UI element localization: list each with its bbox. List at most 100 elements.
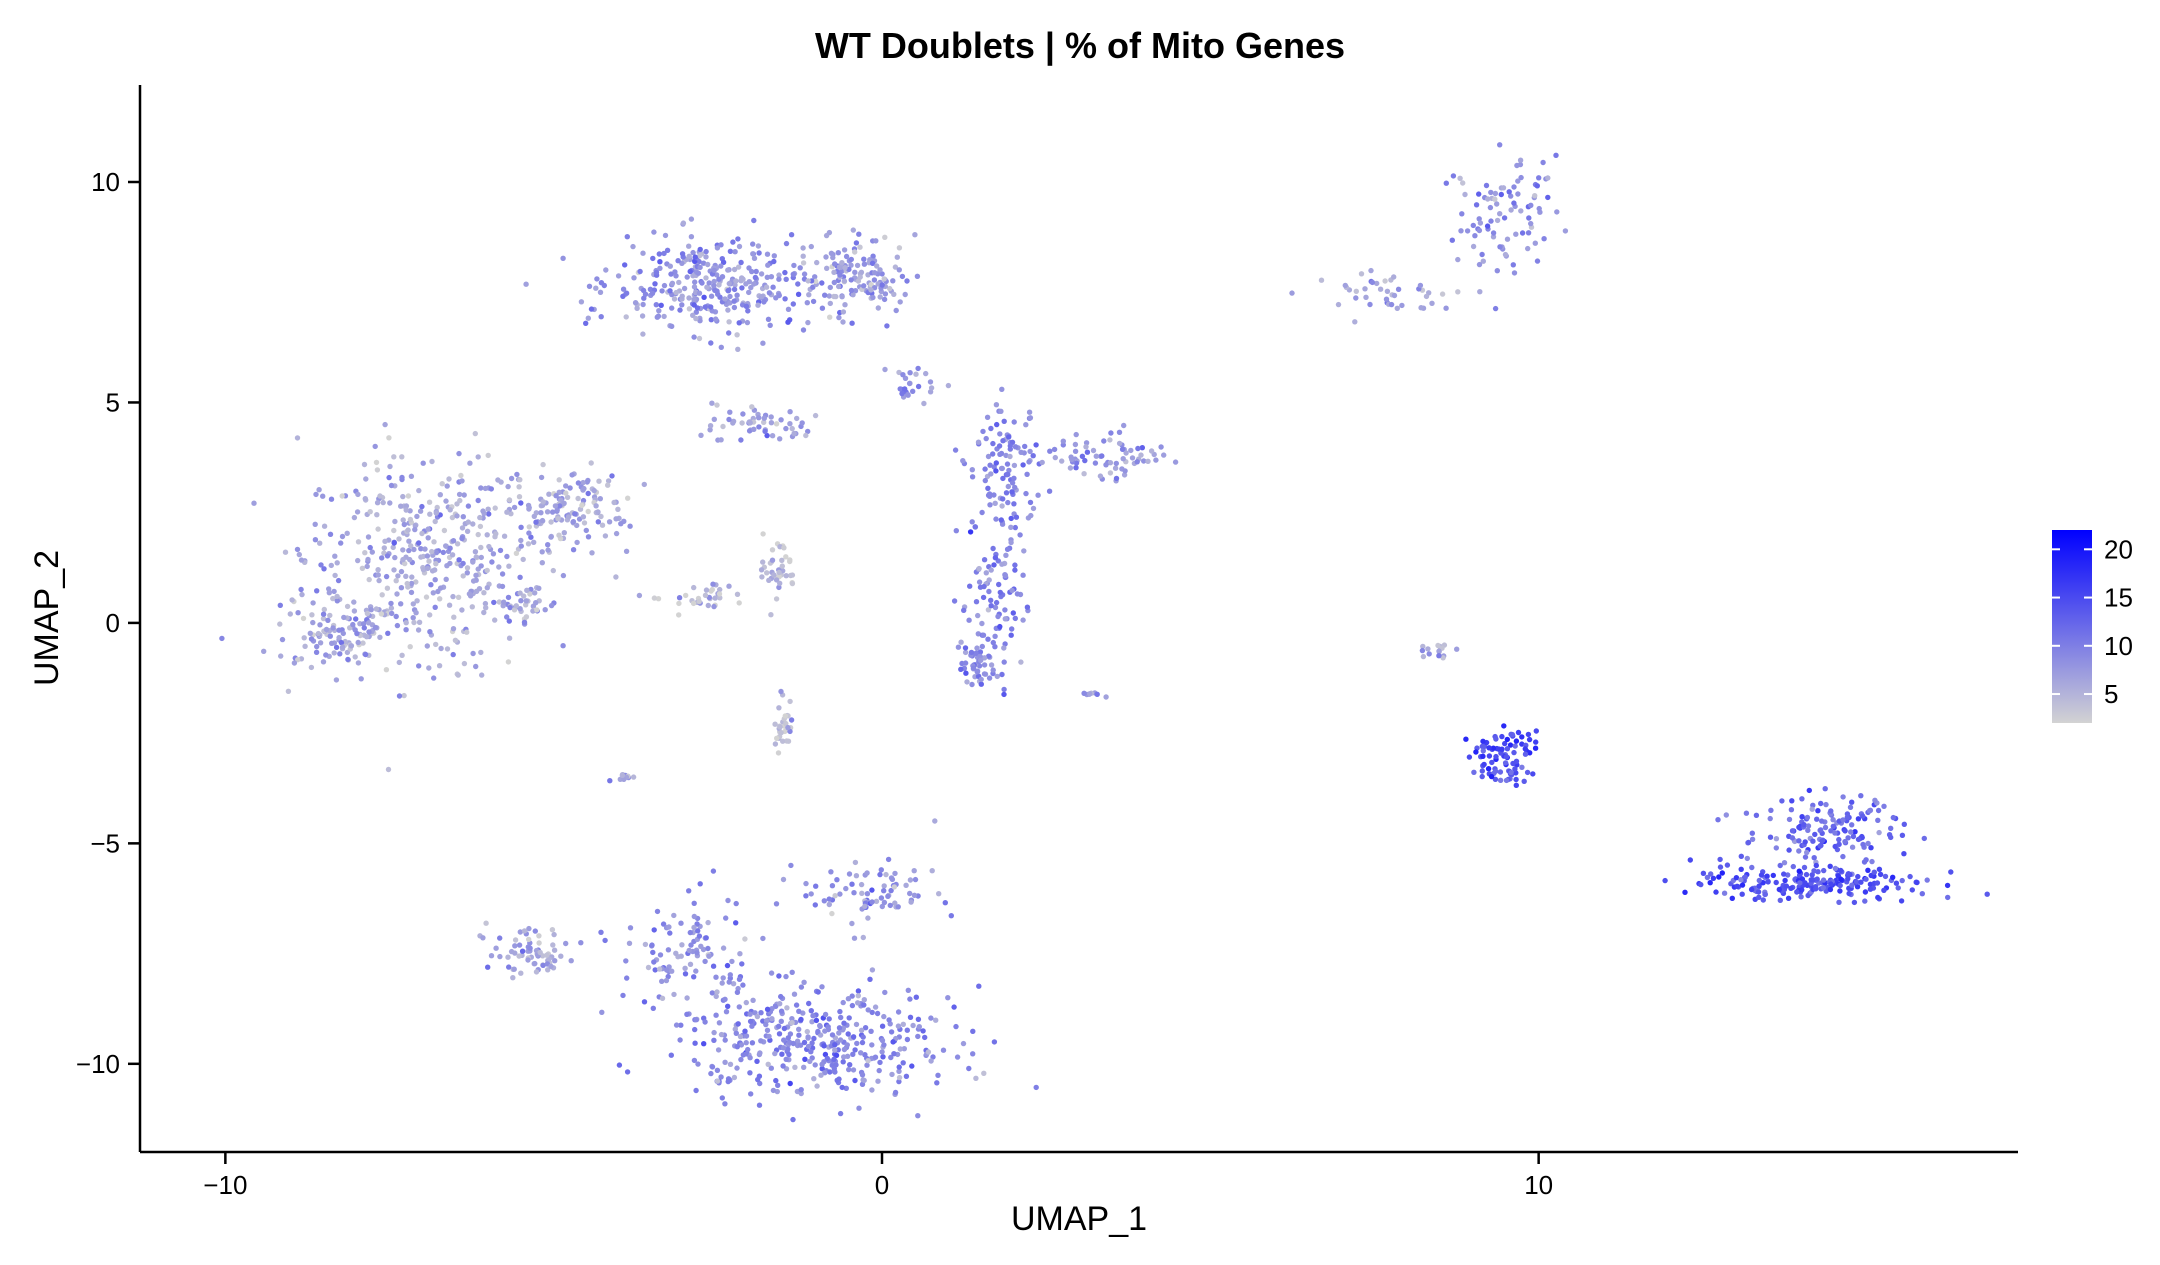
data-point — [822, 1011, 829, 1018]
data-point — [1510, 760, 1516, 767]
data-point — [827, 300, 833, 307]
data-point — [1776, 886, 1783, 893]
data-point — [1503, 754, 1510, 760]
data-point — [725, 1078, 731, 1085]
data-point — [958, 666, 964, 672]
data-point — [699, 280, 705, 286]
data-point — [1484, 223, 1491, 229]
data-point — [659, 288, 665, 294]
data-point — [1782, 877, 1788, 884]
data-point — [1852, 829, 1858, 835]
data-point — [381, 545, 387, 551]
data-point — [1909, 887, 1916, 893]
data-point — [1804, 814, 1811, 821]
data-point — [1116, 429, 1123, 435]
data-point — [783, 973, 789, 980]
data-point — [740, 982, 746, 988]
data-point — [1008, 632, 1014, 638]
data-point — [693, 309, 699, 315]
data-point — [838, 1014, 844, 1021]
data-point — [720, 945, 727, 951]
data-point — [282, 549, 289, 555]
data-point — [403, 503, 410, 509]
data-point — [858, 1050, 864, 1056]
data-point — [362, 651, 369, 658]
data-point — [1828, 881, 1834, 887]
data-point — [498, 479, 504, 485]
data-point — [878, 867, 884, 873]
data-point — [667, 288, 673, 294]
data-point — [1907, 873, 1913, 880]
data-point — [1819, 818, 1825, 824]
data-point — [1009, 626, 1015, 632]
data-point — [618, 521, 624, 527]
data-point — [764, 251, 771, 257]
data-point — [916, 1023, 922, 1030]
data-point — [1460, 180, 1466, 186]
data-point — [815, 1028, 821, 1035]
data-point — [903, 1073, 910, 1080]
data-point — [526, 925, 532, 932]
data-point — [425, 535, 431, 541]
data-point — [839, 1084, 845, 1091]
data-point — [879, 1037, 886, 1044]
data-point — [364, 563, 370, 570]
data-point — [711, 267, 717, 274]
data-point — [874, 263, 880, 269]
data-point — [470, 521, 476, 527]
data-point — [619, 772, 626, 778]
data-point — [651, 229, 657, 235]
data-point — [978, 676, 984, 683]
data-point — [373, 459, 380, 466]
data-point — [954, 1054, 961, 1060]
data-point — [1161, 452, 1167, 458]
data-point — [705, 919, 711, 926]
data-point — [861, 1077, 867, 1084]
data-point — [892, 870, 898, 877]
data-point — [1837, 888, 1843, 894]
data-point — [414, 513, 420, 520]
data-point — [958, 639, 964, 645]
data-point — [450, 593, 456, 600]
data-point — [521, 619, 528, 625]
data-point — [545, 542, 551, 548]
data-point — [861, 261, 868, 267]
data-point — [341, 614, 347, 621]
data-point — [1362, 286, 1368, 292]
data-point — [385, 766, 392, 773]
data-point — [678, 953, 684, 959]
data-point — [861, 997, 867, 1003]
data-point — [398, 585, 405, 591]
data-point — [703, 248, 709, 255]
data-point — [727, 293, 733, 300]
data-point — [1135, 445, 1141, 452]
data-point — [883, 871, 889, 878]
data-point — [537, 949, 543, 956]
data-point — [579, 502, 585, 509]
data-point — [1789, 828, 1796, 834]
data-point — [756, 250, 762, 256]
data-point — [1388, 301, 1395, 308]
data-point — [598, 314, 604, 320]
data-point — [399, 474, 405, 481]
data-point — [913, 371, 919, 377]
data-point — [1020, 572, 1026, 578]
data-point — [839, 260, 845, 266]
data-point — [836, 264, 842, 270]
data-point — [743, 1033, 750, 1039]
data-point — [1525, 245, 1531, 252]
data-point — [1526, 736, 1533, 743]
data-point — [333, 677, 340, 683]
data-point — [708, 304, 714, 310]
data-point — [837, 891, 843, 897]
data-point — [831, 1056, 837, 1063]
data-point — [407, 644, 413, 650]
data-point — [1363, 294, 1369, 300]
data-point — [411, 619, 417, 626]
data-point — [1533, 739, 1539, 745]
data-point — [1094, 691, 1100, 697]
data-point — [776, 276, 782, 282]
data-point — [695, 270, 702, 276]
data-point — [997, 589, 1003, 596]
data-point — [753, 268, 759, 275]
